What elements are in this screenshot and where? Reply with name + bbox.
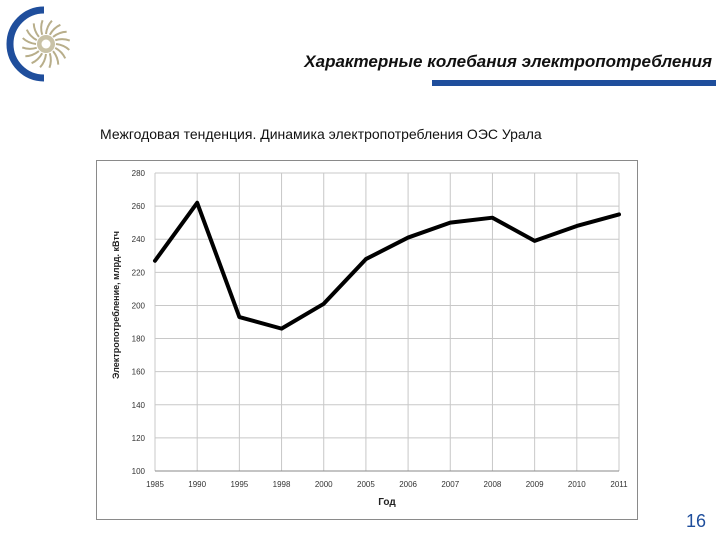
y-tick-label: 180 — [132, 335, 146, 344]
x-tick-label: 1998 — [273, 480, 291, 489]
y-tick-label: 200 — [132, 301, 146, 310]
x-tick-label: 2008 — [484, 480, 502, 489]
x-tick-label: 1990 — [188, 480, 206, 489]
sun-ray — [32, 23, 40, 38]
sun-rays — [21, 19, 71, 69]
sun-ray — [52, 30, 67, 38]
sun-ray — [48, 23, 61, 36]
chart-caption: Межгодовая тенденция. Динамика электропо… — [100, 126, 542, 142]
x-tick-label: 1995 — [230, 480, 248, 489]
data-point — [406, 236, 410, 240]
x-tick-label: 2009 — [526, 480, 544, 489]
y-tick-label: 280 — [132, 169, 146, 178]
y-tick-label: 240 — [132, 235, 146, 244]
sun-ray — [25, 29, 38, 42]
x-tick-label: 2010 — [568, 480, 586, 489]
y-tick-label: 120 — [132, 434, 146, 443]
sun-ray — [25, 50, 40, 58]
data-point — [490, 216, 494, 220]
company-logo-icon — [6, 6, 71, 82]
slide-title: Характерные колебания электропотребления — [304, 52, 712, 71]
page-number: 16 — [685, 511, 706, 531]
data-point — [280, 327, 284, 331]
y-tick-label: 100 — [132, 467, 146, 476]
title-underline — [432, 80, 716, 86]
x-tick-label: 2000 — [315, 480, 333, 489]
sun-ray — [54, 46, 67, 59]
x-tick-label: 1985 — [146, 480, 164, 489]
data-point — [575, 224, 579, 228]
data-point — [533, 239, 537, 243]
sun-ray — [54, 38, 71, 42]
data-point — [364, 257, 368, 261]
y-tick-label: 220 — [132, 268, 146, 277]
chart-frame: 100 120 140 160 180 200 220 240 260 280 1985 1990 1… — [96, 160, 638, 520]
y-tick-label: 260 — [132, 202, 146, 211]
sun-ray — [31, 52, 44, 65]
chart-gridlines — [154, 172, 620, 472]
data-point — [448, 221, 452, 225]
x-tick-label: 2011 — [610, 480, 628, 489]
sun-ray — [48, 52, 52, 69]
y-axis-tick-labels: 100 120 140 160 180 200 220 240 260 280 — [132, 169, 146, 476]
x-tick-label: 2006 — [399, 480, 417, 489]
data-point — [617, 212, 621, 216]
sun-ray — [22, 37, 37, 45]
x-axis-tick-labels: 1985 1990 1995 1998 2000 2005 2006 2007 2008 2009… — [146, 480, 628, 489]
x-tick-label: 2007 — [441, 480, 459, 489]
sun-ray — [45, 20, 53, 35]
sun-ray — [52, 50, 60, 65]
y-axis-label: Электропотребление, млрд. кВтч — [111, 231, 121, 379]
x-axis-label: Год — [378, 497, 396, 508]
sun-ray — [55, 43, 70, 51]
data-point — [237, 315, 241, 319]
series-line — [153, 200, 621, 331]
data-point — [322, 302, 326, 306]
chart-series — [153, 200, 621, 331]
x-tick-label: 2005 — [357, 480, 375, 489]
data-point — [195, 201, 199, 205]
sun-ray — [39, 53, 47, 68]
sun-ray — [21, 46, 38, 50]
sun-ray — [40, 19, 44, 36]
y-tick-label: 160 — [132, 368, 146, 377]
data-point — [153, 259, 157, 263]
y-tick-label: 140 — [132, 401, 146, 410]
